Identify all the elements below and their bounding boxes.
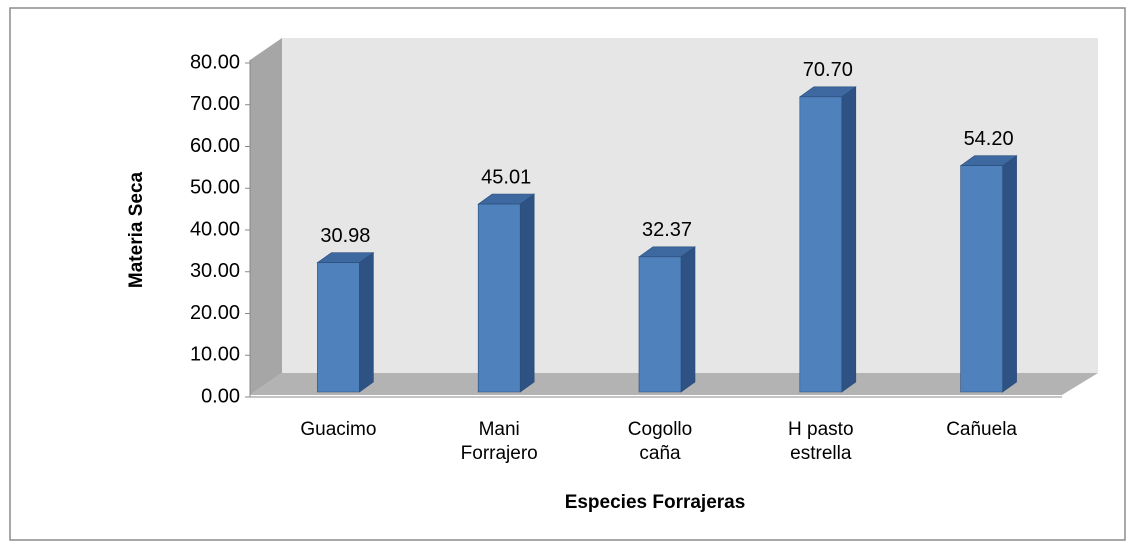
x-tick-label: Cogollo caña xyxy=(627,419,693,464)
y-tick-label: 0.00 xyxy=(201,385,240,407)
bar-front xyxy=(638,256,682,393)
value-label: 70.70 xyxy=(803,59,853,81)
value-label: 45.01 xyxy=(481,166,531,188)
value-label: 30.98 xyxy=(320,225,370,247)
x-axis-title: Especies Forrajeras xyxy=(565,492,746,513)
value-label: 32.37 xyxy=(642,219,692,241)
x-tick-label: Cañuela xyxy=(946,419,1017,440)
bar-front xyxy=(477,203,521,393)
bar xyxy=(477,193,536,393)
x-tick-label: Guacimo xyxy=(300,419,377,440)
y-tick-label: 80.00 xyxy=(190,51,240,73)
bar-front xyxy=(317,262,360,393)
bar xyxy=(959,155,1018,393)
y-axis-title: Materia Seca xyxy=(126,171,147,288)
y-tick-label: 30.00 xyxy=(190,260,240,282)
bar-side xyxy=(519,193,535,393)
y-tick-label: 60.00 xyxy=(190,135,240,157)
bar xyxy=(638,246,696,393)
x-tick-label: Mani Forrajero xyxy=(460,419,538,464)
y-tick-label: 40.00 xyxy=(190,218,240,240)
y-tick-label: 20.00 xyxy=(190,302,240,324)
bar xyxy=(798,86,857,393)
value-label: 54.20 xyxy=(964,128,1014,150)
y-tick-label: 10.00 xyxy=(190,344,240,366)
bar-side xyxy=(1002,155,1017,393)
bar xyxy=(316,252,375,393)
bar-side xyxy=(359,252,374,393)
bar-side xyxy=(680,246,696,393)
y-tick-label: 50.00 xyxy=(190,177,240,199)
bar-front xyxy=(799,96,843,393)
bar-front xyxy=(960,165,1003,393)
y-tick-label: 70.00 xyxy=(190,93,240,115)
side-wall xyxy=(250,38,282,395)
bar-side xyxy=(841,86,857,393)
x-tick-label: H pasto estrella xyxy=(788,419,854,464)
